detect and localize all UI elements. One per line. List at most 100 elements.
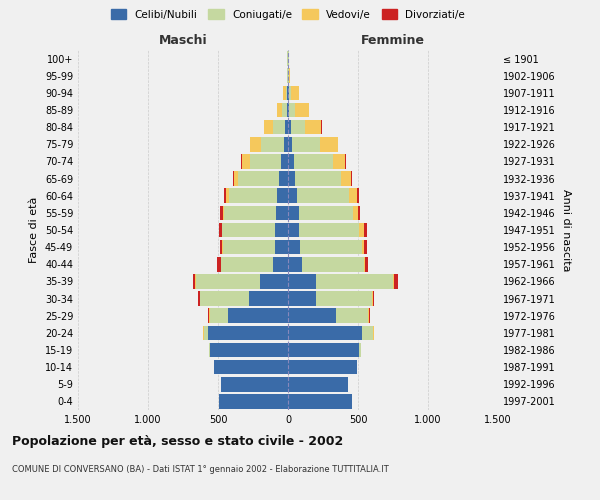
Bar xyxy=(305,120,322,134)
Bar xyxy=(288,102,289,118)
Bar xyxy=(288,222,299,238)
Bar xyxy=(279,172,288,186)
Bar xyxy=(295,172,341,186)
Bar xyxy=(250,154,281,168)
Bar xyxy=(277,102,283,118)
Bar xyxy=(283,86,286,100)
Bar xyxy=(368,308,370,323)
Bar xyxy=(220,394,288,408)
Bar xyxy=(196,274,260,288)
Bar xyxy=(241,154,242,168)
Bar xyxy=(353,206,358,220)
Bar xyxy=(223,206,224,220)
Bar xyxy=(275,240,288,254)
Bar xyxy=(288,292,316,306)
Bar xyxy=(364,257,365,272)
Bar xyxy=(359,342,361,357)
Bar xyxy=(277,188,288,203)
Bar xyxy=(373,292,374,306)
Bar xyxy=(365,257,368,272)
Bar xyxy=(333,154,346,168)
Bar xyxy=(272,120,285,134)
Bar xyxy=(221,377,288,392)
Bar xyxy=(228,308,288,323)
Bar xyxy=(299,206,353,220)
Text: Maschi: Maschi xyxy=(158,34,208,46)
Bar xyxy=(288,120,290,134)
Bar xyxy=(234,172,238,186)
Bar xyxy=(288,394,352,408)
Bar xyxy=(283,102,287,118)
Bar xyxy=(208,308,209,323)
Bar xyxy=(233,172,234,186)
Bar xyxy=(288,188,297,203)
Y-axis label: Fasce di età: Fasce di età xyxy=(29,197,39,263)
Bar xyxy=(289,68,290,83)
Bar xyxy=(288,172,295,186)
Bar xyxy=(359,222,364,238)
Bar xyxy=(292,137,320,152)
Bar xyxy=(285,120,288,134)
Bar xyxy=(299,222,359,238)
Bar xyxy=(209,308,228,323)
Bar xyxy=(224,206,276,220)
Bar xyxy=(297,188,349,203)
Bar xyxy=(372,292,373,306)
Bar xyxy=(275,222,288,238)
Bar xyxy=(198,292,200,306)
Bar xyxy=(349,188,357,203)
Bar xyxy=(223,240,275,254)
Bar xyxy=(209,342,288,357)
Bar xyxy=(221,257,272,272)
Bar xyxy=(289,86,291,100)
Bar xyxy=(341,172,351,186)
Bar xyxy=(217,257,221,272)
Bar xyxy=(238,172,279,186)
Bar xyxy=(288,326,362,340)
Bar xyxy=(222,222,275,238)
Bar xyxy=(288,206,299,220)
Bar xyxy=(229,188,277,203)
Text: COMUNE DI CONVERSANO (BA) - Dati ISTAT 1° gennaio 2002 - Elaborazione TUTTITALIA: COMUNE DI CONVERSANO (BA) - Dati ISTAT 1… xyxy=(12,465,389,474)
Bar xyxy=(358,188,359,203)
Bar xyxy=(288,154,293,168)
Bar xyxy=(242,154,250,168)
Y-axis label: Anni di nascita: Anni di nascita xyxy=(561,188,571,271)
Bar xyxy=(208,326,288,340)
Bar xyxy=(260,274,288,288)
Bar xyxy=(221,222,222,238)
Bar xyxy=(364,222,367,238)
Bar xyxy=(203,326,204,340)
Bar xyxy=(295,102,309,118)
Bar xyxy=(361,240,364,254)
Bar xyxy=(393,274,394,288)
Legend: Celibi/Nubili, Coniugati/e, Vedovi/e, Divorziati/e: Celibi/Nubili, Coniugati/e, Vedovi/e, Di… xyxy=(107,5,469,24)
Bar xyxy=(290,120,305,134)
Bar xyxy=(364,240,367,254)
Bar xyxy=(204,326,208,340)
Bar xyxy=(286,86,287,100)
Text: Femmine: Femmine xyxy=(361,34,425,46)
Bar xyxy=(288,137,292,152)
Bar xyxy=(320,137,338,152)
Bar xyxy=(316,292,372,306)
Text: Popolazione per età, sesso e stato civile - 2002: Popolazione per età, sesso e stato civil… xyxy=(12,435,343,448)
Bar xyxy=(262,137,284,152)
Bar xyxy=(224,188,226,203)
Bar xyxy=(193,274,196,288)
Bar xyxy=(302,257,364,272)
Bar xyxy=(287,102,288,118)
Bar xyxy=(351,172,352,186)
Bar xyxy=(288,308,335,323)
Bar xyxy=(264,120,272,134)
Bar xyxy=(226,188,229,203)
Bar xyxy=(362,326,373,340)
Bar xyxy=(218,222,221,238)
Bar xyxy=(358,206,359,220)
Bar xyxy=(288,342,359,357)
Bar xyxy=(200,292,249,306)
Bar xyxy=(220,240,223,254)
Bar xyxy=(289,102,295,118)
Bar xyxy=(214,360,288,374)
Bar xyxy=(288,240,300,254)
